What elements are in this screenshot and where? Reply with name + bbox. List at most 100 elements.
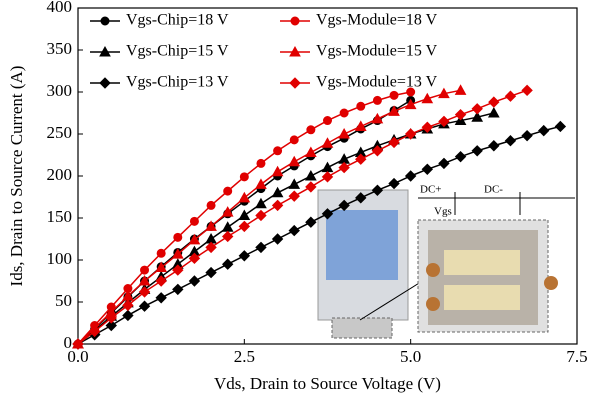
- data-point: [221, 221, 234, 232]
- legend-marker: [100, 16, 110, 26]
- data-point: [371, 145, 384, 157]
- data-point: [355, 192, 367, 204]
- y-tick-label: 150: [47, 207, 73, 226]
- data-point: [205, 241, 217, 254]
- data-point: [271, 233, 284, 245]
- data-point: [421, 92, 434, 104]
- x-tick-label: 7.5: [566, 347, 587, 366]
- data-point: [221, 206, 234, 217]
- data-point: [321, 161, 334, 173]
- data-point: [122, 309, 134, 322]
- y-tick-label: 350: [47, 39, 73, 58]
- data-point: [338, 161, 350, 174]
- data-point: [206, 200, 216, 210]
- data-point: [355, 153, 367, 165]
- legend-label: Vgs-Module=13 V: [316, 74, 438, 91]
- series-line: [77, 89, 528, 345]
- data-point: [255, 209, 267, 222]
- data-point: [421, 121, 434, 133]
- data-point: [471, 145, 483, 157]
- x-tick-label: 5.0: [400, 347, 421, 366]
- data-point: [389, 90, 399, 100]
- legend-label: Vgs-Chip=18 V: [126, 12, 229, 29]
- data-point: [138, 274, 151, 286]
- data-point: [188, 275, 201, 287]
- data-point: [122, 299, 134, 312]
- legend-label: Vgs-Module=15 V: [316, 43, 438, 60]
- data-point: [105, 319, 117, 332]
- data-point: [338, 199, 350, 212]
- data-point: [371, 184, 384, 196]
- data-point: [288, 224, 300, 237]
- legend-label: Vgs-Chip=15 V: [126, 43, 229, 60]
- data-point: [305, 146, 317, 157]
- data-point: [172, 264, 184, 276]
- legend-marker: [290, 16, 300, 26]
- data-point: [155, 261, 168, 273]
- data-point: [288, 155, 301, 167]
- y-tick-label: 400: [47, 0, 73, 16]
- x-axis-label: Vds, Drain to Source Voltage (V): [214, 374, 441, 393]
- data-point: [189, 216, 199, 226]
- x-tick-label: 2.5: [234, 347, 255, 366]
- data-point: [171, 248, 184, 259]
- data-point: [205, 220, 217, 231]
- legend-marker: [289, 77, 301, 89]
- data-point: [406, 87, 416, 97]
- data-point: [404, 170, 417, 182]
- data-point: [288, 190, 300, 202]
- data-point: [140, 265, 150, 275]
- data-point: [138, 286, 151, 298]
- annotation: Vgs: [434, 206, 452, 218]
- data-point: [255, 197, 267, 209]
- data-point: [404, 98, 417, 110]
- data-point: [155, 292, 167, 304]
- data-point: [421, 163, 434, 175]
- data-point: [438, 87, 450, 99]
- data-point: [354, 120, 367, 131]
- data-point: [288, 178, 301, 189]
- legend-label: Vgs-Chip=13 V: [126, 74, 229, 91]
- data-point: [305, 181, 317, 193]
- inset-photo: [317, 189, 575, 339]
- data-point: [273, 146, 283, 156]
- annotation: DC+: [420, 184, 441, 196]
- data-point: [371, 112, 384, 124]
- data-point: [255, 241, 267, 254]
- data-point: [239, 172, 249, 182]
- data-point: [388, 105, 400, 116]
- data-point: [504, 90, 517, 102]
- y-tick-label: 100: [47, 249, 73, 268]
- data-point: [321, 137, 334, 148]
- data-point: [238, 220, 251, 233]
- data-point: [188, 233, 201, 245]
- data-point: [188, 252, 201, 265]
- y-tick-label: 250: [47, 123, 73, 142]
- data-point: [454, 108, 467, 121]
- data-point: [105, 312, 117, 324]
- data-point: [454, 150, 467, 163]
- data-point: [305, 169, 317, 181]
- data-point: [538, 124, 550, 137]
- data-point: [388, 177, 400, 190]
- data-point: [471, 111, 484, 122]
- data-point: [323, 116, 332, 126]
- legend-marker: [289, 45, 301, 57]
- data-point: [471, 103, 483, 115]
- data-point: [238, 209, 251, 220]
- legend-marker: [99, 77, 111, 89]
- data-point: [255, 178, 267, 189]
- data-point: [271, 186, 284, 198]
- data-point: [504, 135, 517, 147]
- data-point: [372, 95, 382, 105]
- data-point: [72, 338, 84, 350]
- data-point: [155, 275, 167, 287]
- annotation: DC-: [484, 184, 503, 196]
- data-point: [339, 108, 349, 118]
- data-point: [356, 101, 366, 111]
- data-point: [488, 96, 500, 108]
- data-point: [138, 300, 151, 312]
- data-point: [305, 216, 317, 228]
- data-point: [221, 258, 234, 270]
